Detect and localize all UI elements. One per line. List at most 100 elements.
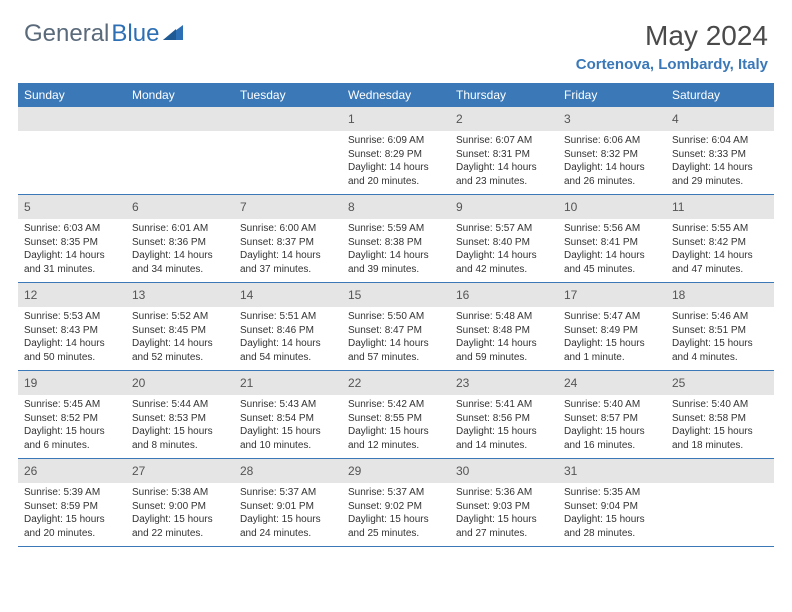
sunrise-text: Sunrise: 5:59 AM xyxy=(348,222,444,236)
day-number-row: 10 xyxy=(558,195,666,219)
day-number-row xyxy=(666,459,774,483)
day-number-row: 9 xyxy=(450,195,558,219)
day-number: 18 xyxy=(672,288,685,302)
weekday-header-row: Sunday Monday Tuesday Wednesday Thursday… xyxy=(18,83,774,107)
sunrise-text: Sunrise: 5:40 AM xyxy=(564,398,660,412)
sunrise-text: Sunrise: 5:46 AM xyxy=(672,310,768,324)
day-details: Sunrise: 5:38 AMSunset: 9:00 PMDaylight:… xyxy=(130,486,230,540)
sunrise-text: Sunrise: 6:04 AM xyxy=(672,134,768,148)
day-details: Sunrise: 5:53 AMSunset: 8:43 PMDaylight:… xyxy=(22,310,122,364)
day-details: Sunrise: 5:35 AMSunset: 9:04 PMDaylight:… xyxy=(562,486,662,540)
sunrise-text: Sunrise: 6:09 AM xyxy=(348,134,444,148)
sunrise-text: Sunrise: 5:56 AM xyxy=(564,222,660,236)
weeks-container: 1Sunrise: 6:09 AMSunset: 8:29 PMDaylight… xyxy=(18,107,774,547)
day-number: 26 xyxy=(24,464,37,478)
weekday-header: Monday xyxy=(126,83,234,107)
sunset-text: Sunset: 8:46 PM xyxy=(240,324,336,338)
calendar-day: 30 Sunrise: 5:36 AMSunset: 9:03 PMDayligh… xyxy=(450,459,558,546)
calendar-day: 28Sunrise: 5:37 AMSunset: 9:01 PMDayligh… xyxy=(234,459,342,546)
daylight-text: Daylight: 14 hours and 26 minutes. xyxy=(564,161,660,188)
day-number: 22 xyxy=(348,376,361,390)
location: Cortenova, Lombardy, Italy xyxy=(576,56,768,73)
sunrise-text: Sunrise: 6:01 AM xyxy=(132,222,228,236)
day-details: Sunrise: 5:47 AMSunset: 8:49 PMDaylight:… xyxy=(562,310,662,364)
sunset-text: Sunset: 9:01 PM xyxy=(240,500,336,514)
daylight-text: Daylight: 15 hours and 20 minutes. xyxy=(24,513,120,540)
daylight-text: Daylight: 14 hours and 23 minutes. xyxy=(456,161,552,188)
calendar-week: 1Sunrise: 6:09 AMSunset: 8:29 PMDaylight… xyxy=(18,107,774,195)
day-number: 29 xyxy=(348,464,361,478)
sunset-text: Sunset: 8:38 PM xyxy=(348,236,444,250)
sunset-text: Sunset: 8:42 PM xyxy=(672,236,768,250)
day-number: 28 xyxy=(240,464,253,478)
day-number-row: 30 xyxy=(450,459,558,483)
daylight-text: Daylight: 14 hours and 52 minutes. xyxy=(132,337,228,364)
day-details: Sunrise: 5:37 AMSunset: 9:02 PMDaylight:… xyxy=(346,486,446,540)
day-number: 5 xyxy=(24,200,31,214)
sunset-text: Sunset: 8:51 PM xyxy=(672,324,768,338)
sunrise-text: Sunrise: 6:06 AM xyxy=(564,134,660,148)
day-number-row: 13 xyxy=(126,283,234,307)
day-number-row: 25 xyxy=(666,371,774,395)
day-number-row: 23 xyxy=(450,371,558,395)
day-number: 15 xyxy=(348,288,361,302)
day-number: 24 xyxy=(564,376,577,390)
weekday-header: Friday xyxy=(558,83,666,107)
daylight-text: Daylight: 15 hours and 14 minutes. xyxy=(456,425,552,452)
daylight-text: Daylight: 15 hours and 16 minutes. xyxy=(564,425,660,452)
sunrise-text: Sunrise: 5:39 AM xyxy=(24,486,120,500)
day-details: Sunrise: 5:40 AMSunset: 8:58 PMDaylight:… xyxy=(670,398,770,452)
day-number: 31 xyxy=(564,464,577,478)
title-block: May 2024 Cortenova, Lombardy, Italy xyxy=(576,20,768,73)
calendar-day xyxy=(18,107,126,194)
day-number-row xyxy=(234,107,342,131)
weekday-header: Wednesday xyxy=(342,83,450,107)
day-number-row: 8 xyxy=(342,195,450,219)
day-details: Sunrise: 5:40 AMSunset: 8:57 PMDaylight:… xyxy=(562,398,662,452)
day-details: Sunrise: 5:39 AMSunset: 8:59 PMDaylight:… xyxy=(22,486,122,540)
day-details: Sunrise: 6:00 AMSunset: 8:37 PMDaylight:… xyxy=(238,222,338,276)
sunset-text: Sunset: 9:02 PM xyxy=(348,500,444,514)
sunset-text: Sunset: 9:03 PM xyxy=(456,500,552,514)
sunrise-text: Sunrise: 5:57 AM xyxy=(456,222,552,236)
calendar-week: 19Sunrise: 5:45 AMSunset: 8:52 PMDayligh… xyxy=(18,371,774,459)
sunset-text: Sunset: 9:00 PM xyxy=(132,500,228,514)
day-number: 12 xyxy=(24,288,37,302)
day-details: Sunrise: 6:06 AMSunset: 8:32 PMDaylight:… xyxy=(562,134,662,188)
daylight-text: Daylight: 15 hours and 10 minutes. xyxy=(240,425,336,452)
day-number-row: 19 xyxy=(18,371,126,395)
sunset-text: Sunset: 8:31 PM xyxy=(456,148,552,162)
weekday-header: Saturday xyxy=(666,83,774,107)
weekday-header: Sunday xyxy=(18,83,126,107)
day-details: Sunrise: 5:57 AMSunset: 8:40 PMDaylight:… xyxy=(454,222,554,276)
month-year: May 2024 xyxy=(576,20,768,52)
day-details: Sunrise: 6:07 AMSunset: 8:31 PMDaylight:… xyxy=(454,134,554,188)
sunrise-text: Sunrise: 5:51 AM xyxy=(240,310,336,324)
day-details: Sunrise: 5:55 AMSunset: 8:42 PMDaylight:… xyxy=(670,222,770,276)
daylight-text: Daylight: 14 hours and 29 minutes. xyxy=(672,161,768,188)
daylight-text: Daylight: 14 hours and 20 minutes. xyxy=(348,161,444,188)
calendar-day: 25 Sunrise: 5:40 AMSunset: 8:58 PMDayligh… xyxy=(666,371,774,458)
day-details: Sunrise: 5:46 AMSunset: 8:51 PMDaylight:… xyxy=(670,310,770,364)
day-details: Sunrise: 5:36 AMSunset: 9:03 PMDaylight:… xyxy=(454,486,554,540)
header: GeneralBlue May 2024 Cortenova, Lombardy… xyxy=(0,0,792,79)
sunrise-text: Sunrise: 5:48 AM xyxy=(456,310,552,324)
sunrise-text: Sunrise: 5:37 AM xyxy=(348,486,444,500)
day-details: Sunrise: 5:59 AMSunset: 8:38 PMDaylight:… xyxy=(346,222,446,276)
day-number-row: 17 xyxy=(558,283,666,307)
day-number: 23 xyxy=(456,376,469,390)
sunset-text: Sunset: 8:56 PM xyxy=(456,412,552,426)
sunrise-text: Sunrise: 6:03 AM xyxy=(24,222,120,236)
day-number: 19 xyxy=(24,376,37,390)
day-number-row: 22 xyxy=(342,371,450,395)
calendar-day: 20Sunrise: 5:44 AMSunset: 8:53 PMDayligh… xyxy=(126,371,234,458)
calendar-day: 16Sunrise: 5:48 AMSunset: 8:48 PMDayligh… xyxy=(450,283,558,370)
day-number-row: 29 xyxy=(342,459,450,483)
sunset-text: Sunset: 8:40 PM xyxy=(456,236,552,250)
sunset-text: Sunset: 8:59 PM xyxy=(24,500,120,514)
day-number-row: 24 xyxy=(558,371,666,395)
daylight-text: Daylight: 15 hours and 25 minutes. xyxy=(348,513,444,540)
day-details: Sunrise: 6:09 AMSunset: 8:29 PMDaylight:… xyxy=(346,134,446,188)
day-number: 8 xyxy=(348,200,355,214)
calendar-day: 5Sunrise: 6:03 AMSunset: 8:35 PMDaylight… xyxy=(18,195,126,282)
